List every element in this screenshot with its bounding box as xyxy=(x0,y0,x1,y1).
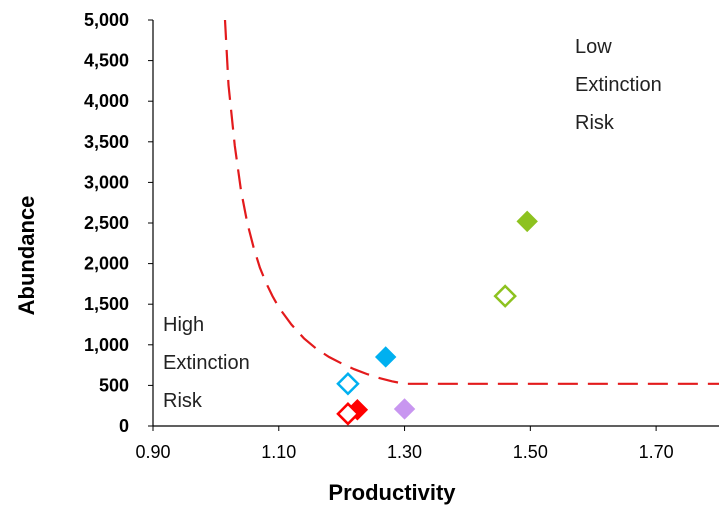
x-tick-label: 0.90 xyxy=(135,442,170,462)
filled-diamond-point xyxy=(374,346,397,368)
low-risk-annotation: Extinction xyxy=(575,74,662,96)
open-diamond-point xyxy=(336,372,360,396)
open-diamond-point xyxy=(493,284,517,308)
x-tick-label: 1.30 xyxy=(387,442,422,462)
filled-diamond-point xyxy=(516,210,538,233)
y-tick-label: 4,000 xyxy=(84,91,129,111)
x-tick-label: 1.50 xyxy=(513,442,548,462)
x-tick-label: 1.10 xyxy=(261,442,296,462)
annotation-layer: Low Extinction Risk High Extinction Risk xyxy=(163,36,662,412)
high-risk-annotation: Risk xyxy=(163,390,203,412)
open-diamond-point xyxy=(336,402,360,426)
y-tick-label: 3,000 xyxy=(84,172,129,192)
y-tick-label: 0 xyxy=(119,416,129,436)
y-tick-label: 3,500 xyxy=(84,132,129,152)
high-risk-annotation: Extinction xyxy=(163,352,250,374)
y-tick-label: 500 xyxy=(99,375,129,395)
high-risk-annotation: High xyxy=(163,314,204,336)
low-risk-annotation: Low xyxy=(575,36,612,58)
y-tick-label: 1,000 xyxy=(84,335,129,355)
filled-diamond-point xyxy=(393,398,416,420)
y-tick-label: 5,000 xyxy=(84,10,129,30)
y-tick-label: 4,500 xyxy=(84,51,129,71)
axes: 0 500 1,000 1,500 2,000 2,500 3,000 3,500 4,000 4… xyxy=(14,10,719,505)
y-tick-label: 2,000 xyxy=(84,254,129,274)
y-tick-label: 2,500 xyxy=(84,213,129,233)
x-tick-label: 1.70 xyxy=(639,442,674,462)
x-axis-title: Productivity xyxy=(328,480,456,505)
points-layer xyxy=(336,210,538,426)
y-tick-label: 1,500 xyxy=(84,294,129,314)
y-axis-title: Abundance xyxy=(14,196,39,316)
low-risk-annotation: Risk xyxy=(575,112,615,134)
